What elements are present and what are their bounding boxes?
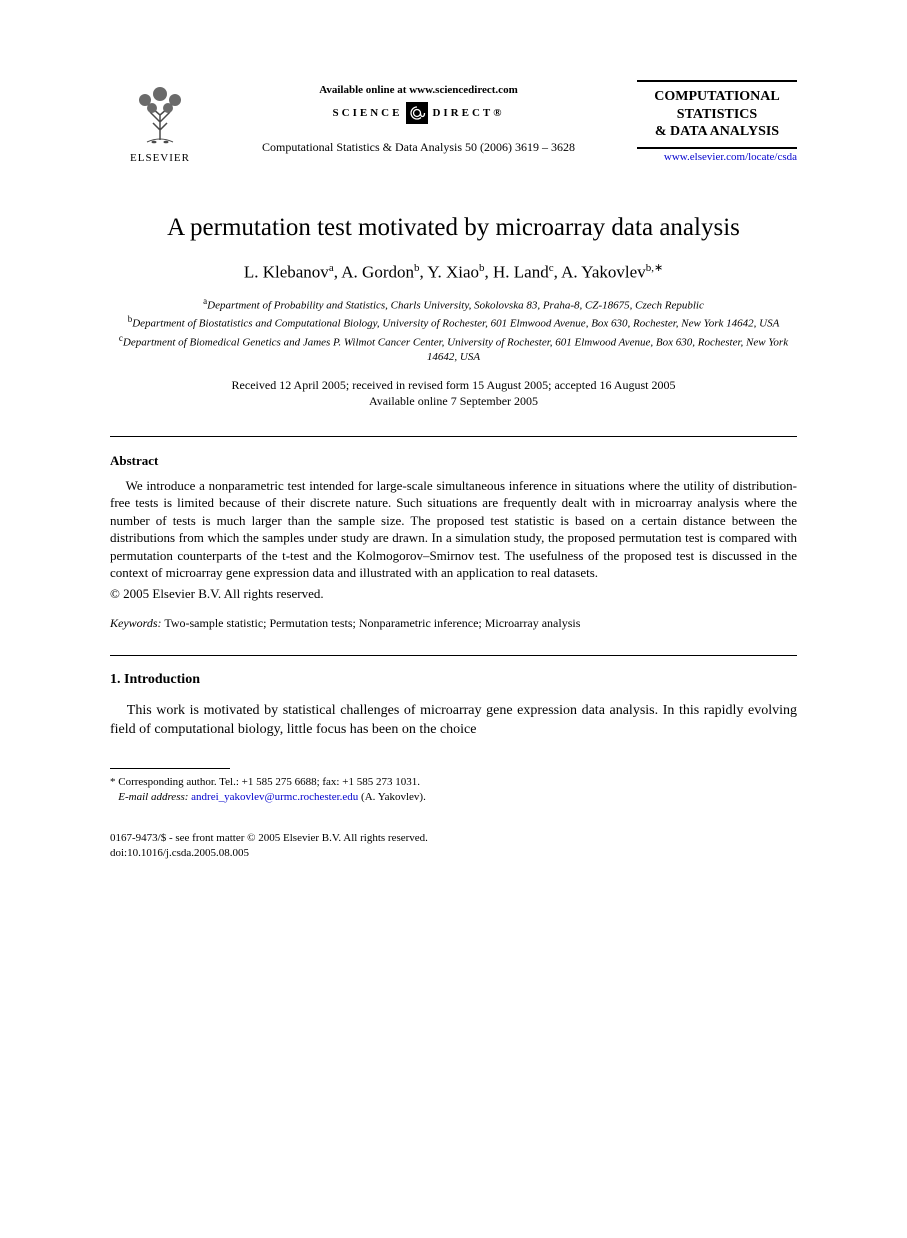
header-row: ELSEVIER Available online at www.science… bbox=[110, 80, 797, 164]
email-link[interactable]: andrei_yakovlev@urmc.rochester.edu bbox=[191, 791, 358, 803]
header-center: Available online at www.sciencedirect.co… bbox=[210, 80, 627, 155]
affiliations-block: aDepartment of Probability and Statistic… bbox=[110, 295, 797, 365]
journal-url-link[interactable]: www.elsevier.com/locate/csda bbox=[664, 151, 797, 163]
front-matter-line: 0167-9473/$ - see front matter © 2005 El… bbox=[110, 831, 797, 846]
footnote-separator bbox=[110, 768, 230, 769]
corresponding-author-line: * Corresponding author. Tel.: +1 585 275… bbox=[110, 775, 797, 790]
sd-text-left: SCIENCE bbox=[333, 107, 403, 119]
keywords-text: Two-sample statistic; Permutation tests;… bbox=[164, 616, 580, 630]
elsevier-tree-icon bbox=[125, 80, 195, 150]
page-container: ELSEVIER Available online at www.science… bbox=[0, 0, 907, 921]
doi-line: doi:10.1016/j.csda.2005.08.005 bbox=[110, 846, 797, 861]
abstract-heading: Abstract bbox=[110, 453, 797, 469]
elsevier-label: ELSEVIER bbox=[130, 152, 190, 164]
dates-online: Available online 7 September 2005 bbox=[110, 393, 797, 409]
section-1-heading: 1. Introduction bbox=[110, 672, 797, 688]
affiliation-b: bDepartment of Biostatistics and Computa… bbox=[110, 313, 797, 332]
dates-block: Received 12 April 2005; received in revi… bbox=[110, 377, 797, 409]
article-title: A permutation test motivated by microarr… bbox=[110, 212, 797, 243]
affiliation-c: cDepartment of Biomedical Genetics and J… bbox=[110, 332, 797, 365]
journal-title-line2: STATISTICS bbox=[637, 106, 797, 124]
email-label: E-mail address: bbox=[118, 791, 188, 803]
authors-line: L. Klebanova, A. Gordonb, Y. Xiaob, H. L… bbox=[110, 261, 797, 283]
sd-text-right: DIRECT® bbox=[432, 107, 504, 119]
corresponding-email-line: E-mail address: andrei_yakovlev@urmc.roc… bbox=[110, 790, 797, 805]
journal-title-line3: & DATA ANALYSIS bbox=[637, 123, 797, 141]
sciencedirect-at-icon bbox=[406, 102, 428, 124]
citation-line: Computational Statistics & Data Analysis… bbox=[262, 140, 575, 155]
dates-received: Received 12 April 2005; received in revi… bbox=[110, 377, 797, 393]
sciencedirect-logo-row: SCIENCE DIRECT® bbox=[333, 102, 505, 124]
separator-bottom bbox=[110, 655, 797, 656]
header-right-column: COMPUTATIONAL STATISTICS & DATA ANALYSIS… bbox=[627, 80, 797, 163]
bottom-matter: 0167-9473/$ - see front matter © 2005 El… bbox=[110, 831, 797, 861]
abstract-body: We introduce a nonparametric test intend… bbox=[110, 477, 797, 582]
keywords-line: Keywords: Two-sample statistic; Permutat… bbox=[110, 616, 797, 631]
available-online-text: Available online at www.sciencedirect.co… bbox=[319, 84, 517, 96]
section-1-body: This work is motivated by statistical ch… bbox=[110, 702, 797, 740]
email-paren: (A. Yakovlev). bbox=[361, 791, 426, 803]
separator-top bbox=[110, 436, 797, 437]
journal-title-block: COMPUTATIONAL STATISTICS & DATA ANALYSIS bbox=[637, 80, 797, 149]
abstract-copyright: © 2005 Elsevier B.V. All rights reserved… bbox=[110, 586, 797, 602]
elsevier-block: ELSEVIER bbox=[110, 80, 210, 164]
footnote-block: * Corresponding author. Tel.: +1 585 275… bbox=[110, 775, 797, 806]
journal-title-line1: COMPUTATIONAL bbox=[637, 88, 797, 106]
affiliation-a: aDepartment of Probability and Statistic… bbox=[110, 295, 797, 314]
keywords-label: Keywords: bbox=[110, 616, 162, 630]
